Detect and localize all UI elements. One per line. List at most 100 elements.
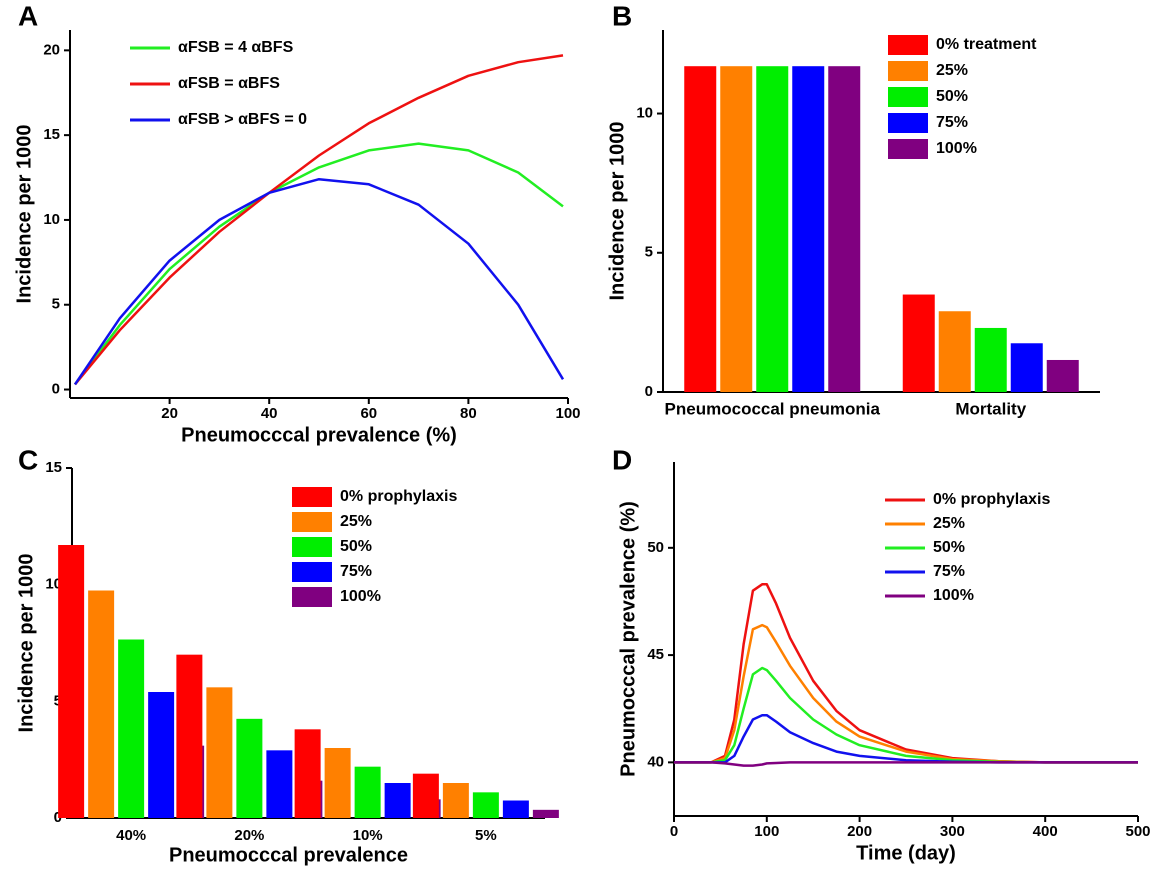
bar xyxy=(938,311,971,392)
x-tick-label: 300 xyxy=(940,823,965,840)
panel-letter: C xyxy=(18,444,38,475)
bar xyxy=(354,766,381,818)
y-tick-label: 5 xyxy=(645,244,653,261)
series-line xyxy=(73,177,565,386)
y-tick-label: 45 xyxy=(647,646,664,663)
legend-label: αFSB = αBFS xyxy=(178,75,280,92)
legend-label: 50% xyxy=(936,88,968,105)
bar xyxy=(1010,343,1043,392)
panel-letter: D xyxy=(612,444,632,475)
legend-label: αFSB = 4 αBFS xyxy=(178,39,294,56)
x-tick-label: 100 xyxy=(754,823,779,840)
x-axis-title: Pneumocccal prevalence xyxy=(169,844,408,866)
x-axis-title: Time (day) xyxy=(856,842,956,864)
legend-swatch xyxy=(888,61,928,81)
legend-swatch xyxy=(292,487,332,507)
bar xyxy=(266,750,293,818)
bar xyxy=(294,729,321,818)
bar xyxy=(902,294,935,392)
bar xyxy=(206,687,233,818)
y-tick-label: 50 xyxy=(647,539,664,556)
bar xyxy=(502,800,529,818)
panel-letter: A xyxy=(18,0,38,31)
legend-label: 75% xyxy=(933,563,965,580)
x-axis-title: Pneumocccal prevalence (%) xyxy=(181,424,457,446)
legend-label: 100% xyxy=(340,588,381,605)
x-tick-label: 200 xyxy=(847,823,872,840)
x-tick-label: 60 xyxy=(360,405,377,422)
bar xyxy=(828,66,861,392)
bar xyxy=(176,654,203,818)
bar xyxy=(756,66,789,392)
x-tick-label: 20 xyxy=(161,405,178,422)
legend-label: 0% treatment xyxy=(936,36,1037,53)
y-tick-label: 40 xyxy=(647,753,664,770)
x-tick-label: 400 xyxy=(1033,823,1058,840)
bar xyxy=(88,590,115,818)
y-tick-label: 20 xyxy=(43,41,60,58)
series-line xyxy=(74,142,564,386)
x-tick-label: 80 xyxy=(460,405,477,422)
x-tick-label: 10% xyxy=(353,827,383,844)
legend-label: 50% xyxy=(933,539,965,556)
legend-label: 0% prophylaxis xyxy=(933,491,1050,508)
y-tick-label: 5 xyxy=(54,692,62,709)
legend-swatch xyxy=(888,35,928,55)
bar xyxy=(384,783,411,818)
legend-swatch xyxy=(292,587,332,607)
legend-swatch xyxy=(292,562,332,582)
x-tick-label: Mortality xyxy=(955,399,1026,418)
y-tick-label: 5 xyxy=(52,296,60,313)
series-line xyxy=(74,54,564,386)
y-tick-label: 15 xyxy=(43,126,60,143)
bar xyxy=(974,327,1007,392)
x-tick-label: 5% xyxy=(475,827,497,844)
legend-label: 100% xyxy=(933,587,974,604)
bar xyxy=(58,545,85,818)
legend-label: 25% xyxy=(340,513,372,530)
bar xyxy=(1046,359,1079,392)
bar xyxy=(324,748,351,818)
y-tick-label: 0 xyxy=(645,383,653,400)
y-tick-label: 0 xyxy=(54,809,62,826)
x-tick-label: 500 xyxy=(1125,823,1150,840)
x-tick-label: 20% xyxy=(234,827,264,844)
legend-label: αFSB > αBFS = 0 xyxy=(178,111,307,128)
legend-swatch xyxy=(888,113,928,133)
y-axis-title: Incidence per 1000 xyxy=(13,125,35,304)
legend-label: 0% prophylaxis xyxy=(340,488,457,505)
legend-label: 75% xyxy=(340,563,372,580)
y-axis-title: Incidence per 1000 xyxy=(606,122,628,301)
legend-swatch xyxy=(888,139,928,159)
x-tick-label: 40 xyxy=(261,405,278,422)
y-tick-label: 0 xyxy=(52,380,60,397)
bar xyxy=(412,773,439,818)
x-tick-label: 0 xyxy=(670,823,678,840)
legend-swatch xyxy=(888,87,928,107)
y-axis-title: Incidence per 1000 xyxy=(15,554,37,733)
legend-label: 25% xyxy=(933,515,965,532)
bar xyxy=(442,783,469,818)
x-tick-label: 40% xyxy=(116,827,146,844)
y-tick-label: 10 xyxy=(636,105,653,122)
series-line xyxy=(674,761,1138,767)
legend-label: 25% xyxy=(936,62,968,79)
bar xyxy=(792,66,825,392)
panel-letter: B xyxy=(612,0,632,31)
bar xyxy=(118,639,145,818)
legend-label: 100% xyxy=(936,140,977,157)
legend-label: 75% xyxy=(936,114,968,131)
bar xyxy=(236,718,263,818)
bar xyxy=(532,809,559,818)
legend-swatch xyxy=(292,512,332,532)
bar xyxy=(148,692,175,818)
y-tick-label: 10 xyxy=(43,211,60,228)
x-tick-label: Pneumococcal pneumonia xyxy=(665,399,881,418)
x-tick-label: 100 xyxy=(555,405,580,422)
y-axis-title: Pneumocccal prevalence (%) xyxy=(617,501,639,777)
legend-swatch xyxy=(292,537,332,557)
bar xyxy=(720,66,753,392)
series-line xyxy=(674,666,1138,764)
bar xyxy=(472,792,499,818)
